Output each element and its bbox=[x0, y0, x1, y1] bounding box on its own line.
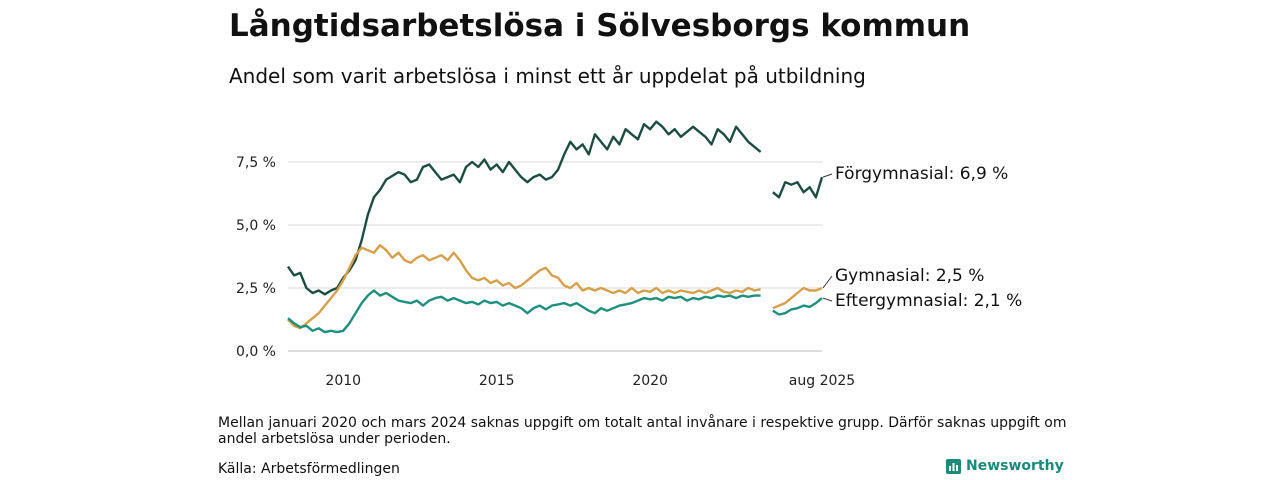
y-tick-label: 0,0 % bbox=[236, 344, 276, 360]
chart-title: Långtidsarbetslösa i Sölvesborgs kommun bbox=[229, 8, 971, 44]
x-tick-label: 2010 bbox=[325, 373, 361, 389]
series-end-label: Förgymnasial: 6,9 % bbox=[835, 164, 1008, 184]
series-end-label: Gymnasial: 2,5 % bbox=[835, 266, 984, 286]
y-tick-label: 5,0 % bbox=[236, 218, 276, 234]
x-tick-label: aug 2025 bbox=[789, 373, 855, 389]
chart-subtitle: Andel som varit arbetslösa i minst ett å… bbox=[229, 64, 866, 88]
grid bbox=[288, 161, 822, 352]
series-line-gymnasial bbox=[287, 244, 761, 330]
x-tick-label: 2015 bbox=[479, 373, 515, 389]
series-labels: Förgymnasial: 6,9 % Gymnasial: 2,5 % Efter… bbox=[822, 164, 1022, 311]
series-line-gymnasial bbox=[772, 286, 823, 310]
series-lines bbox=[287, 120, 824, 334]
series-line-eftergymnasial bbox=[772, 297, 823, 316]
footnote: Mellan januari 2020 och mars 2024 saknas… bbox=[218, 415, 1067, 447]
series-line-förgymnasial bbox=[287, 120, 762, 296]
label-connector bbox=[822, 275, 833, 289]
series-end-label: Eftergymnasial: 2,1 % bbox=[835, 291, 1022, 311]
series-line-förgymnasial bbox=[772, 176, 824, 199]
y-axis: 0,0 % 2,5 % 5,0 % 7,5 % bbox=[236, 155, 276, 360]
label-connector bbox=[822, 173, 833, 178]
brand-logo[interactable]: Newsworthy bbox=[946, 458, 1064, 474]
series-line-eftergymnasial bbox=[287, 289, 761, 334]
x-tick-label: 2020 bbox=[632, 373, 668, 389]
y-tick-label: 2,5 % bbox=[236, 281, 276, 297]
y-tick-label: 7,5 % bbox=[236, 155, 276, 171]
newsworthy-icon bbox=[946, 458, 961, 474]
source-note: Källa: Arbetsförmedlingen bbox=[218, 461, 400, 477]
x-axis: 2010 2015 2020 aug 2025 bbox=[325, 373, 855, 389]
label-connector bbox=[822, 297, 833, 302]
brand-name: Newsworthy bbox=[966, 458, 1064, 474]
